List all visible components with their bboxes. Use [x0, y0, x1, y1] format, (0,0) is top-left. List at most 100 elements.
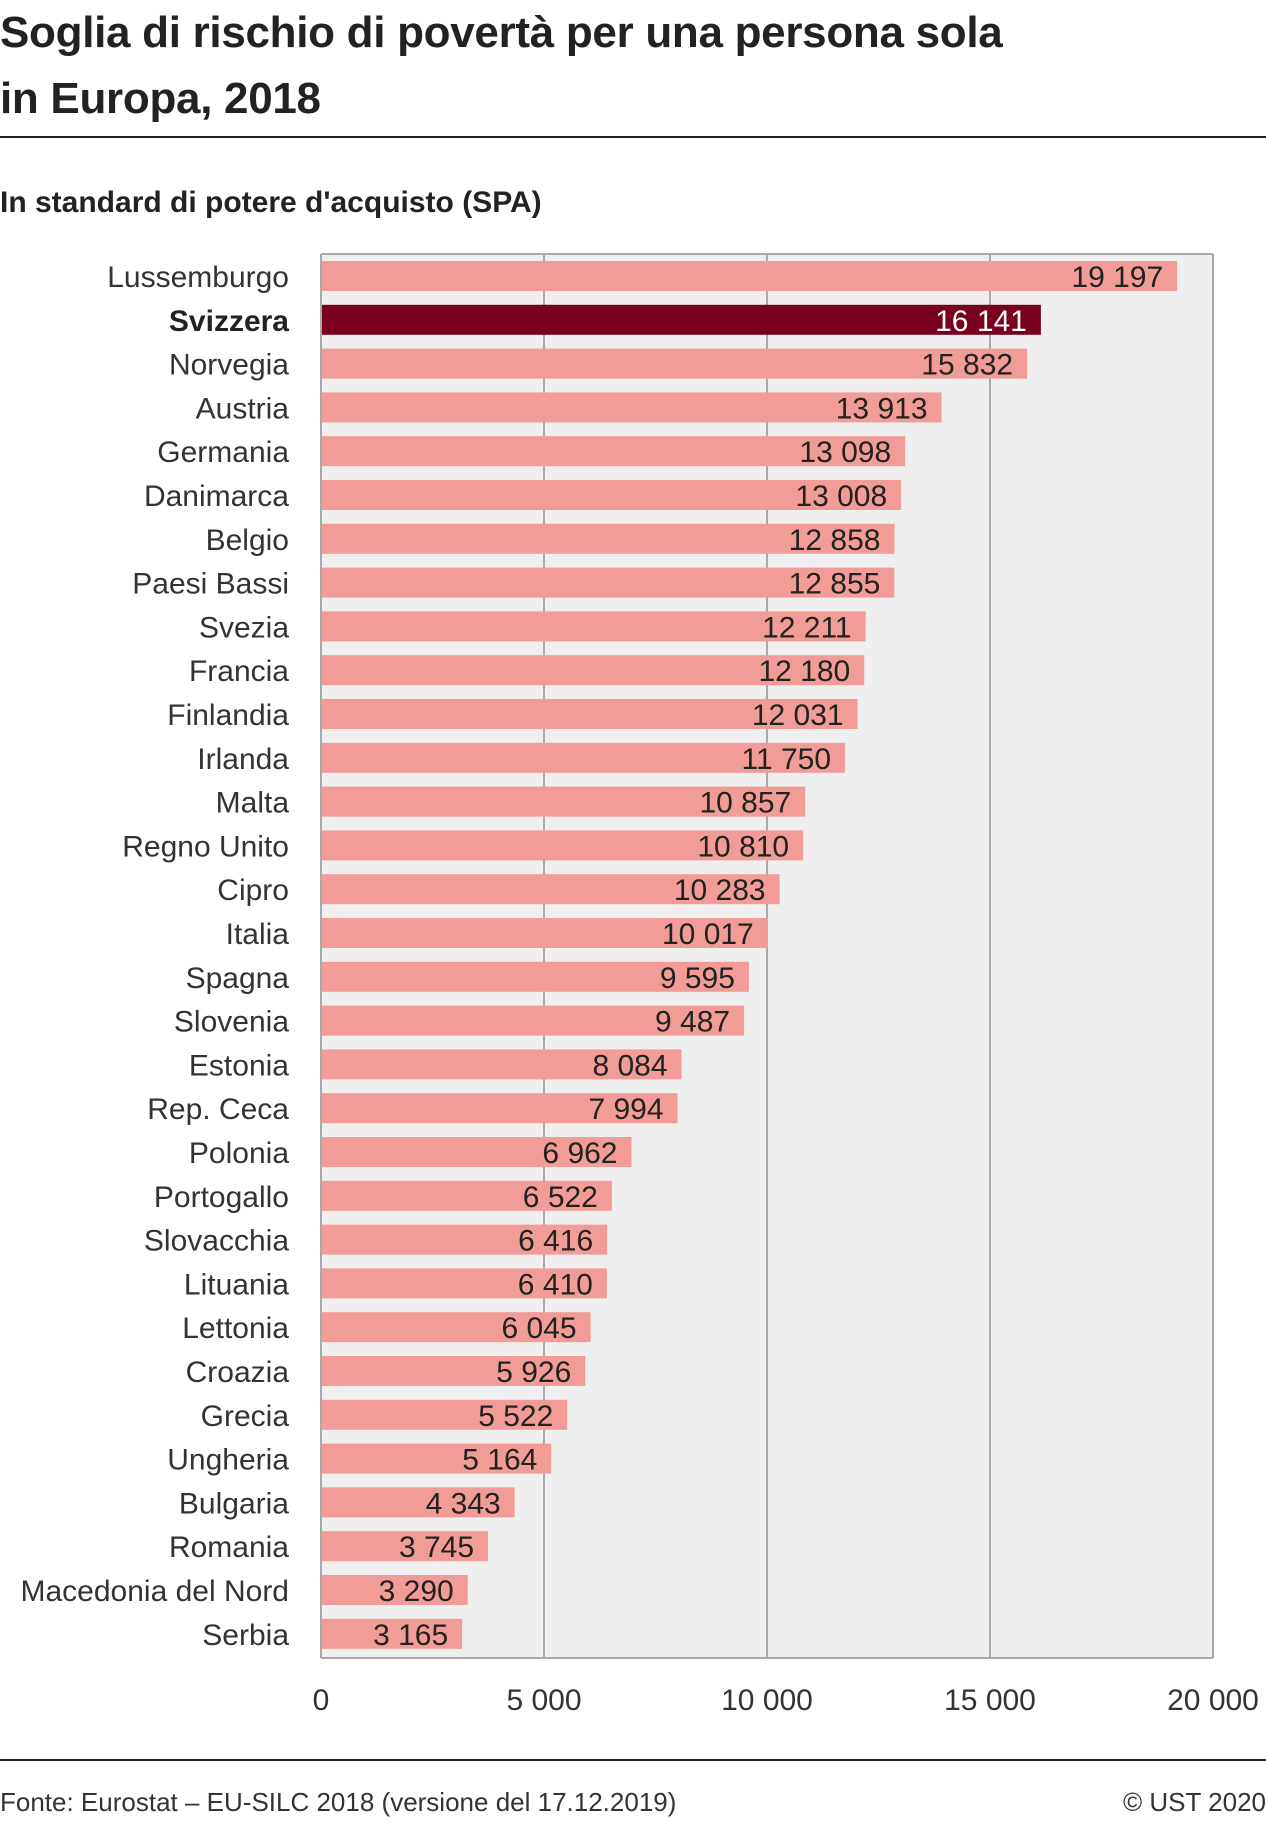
value-label: 12 211: [762, 611, 852, 644]
category-label: Lussemburgo: [107, 261, 289, 294]
value-label: 9 487: [655, 1006, 730, 1039]
bar: [322, 1531, 489, 1562]
value-label: 3 290: [379, 1575, 454, 1608]
value-label: 10 810: [697, 830, 789, 863]
bar: [322, 1093, 678, 1124]
bar: [322, 1268, 607, 1299]
value-label: 12 855: [789, 568, 881, 601]
bar: [322, 480, 902, 510]
category-label: Svezia: [199, 611, 289, 644]
bar: [322, 961, 749, 992]
bar: [322, 348, 1028, 379]
bar: [322, 1399, 568, 1430]
category-label: Norvegia: [169, 349, 289, 382]
category-label: Belgio: [206, 524, 289, 557]
bar: [322, 918, 768, 948]
category-label: Portogallo: [154, 1181, 289, 1214]
value-label: 11 750: [742, 743, 832, 776]
bar: [322, 830, 804, 861]
category-label: Macedonia del Nord: [21, 1575, 290, 1608]
bar: [322, 1575, 468, 1605]
bar: [322, 1224, 608, 1255]
category-label: Germania: [157, 436, 289, 469]
category-label: Italia: [226, 918, 290, 951]
value-label: 15 832: [921, 349, 1013, 382]
x-tick-label: 0: [313, 1684, 330, 1717]
category-label: Slovacchia: [144, 1225, 289, 1258]
category-label: Lettonia: [182, 1312, 289, 1345]
bar: [322, 1487, 515, 1518]
value-label: 7 994: [588, 1093, 663, 1126]
category-label: Estonia: [189, 1049, 289, 1082]
title-divider: [0, 136, 1266, 138]
chart-subtitle: In standard di potere d'acquisto (SPA): [0, 186, 542, 219]
value-label: 10 283: [674, 874, 766, 907]
bar: [322, 304, 1041, 335]
bar: [322, 1312, 591, 1343]
chart-title: Soglia di rischio di povertà per una per…: [0, 0, 1266, 132]
bar: [322, 392, 942, 423]
value-label: 8 084: [592, 1049, 667, 1082]
value-label: 16 141: [935, 305, 1027, 338]
x-tick-label: 15 000: [944, 1684, 1036, 1717]
bar: [322, 1005, 745, 1036]
chart-title-line-2: in Europa, 2018: [0, 74, 321, 123]
bar: [322, 1180, 612, 1211]
copyright-note: © UST 2020: [1123, 1787, 1266, 1817]
bar: [322, 786, 806, 817]
category-label: Finlandia: [167, 699, 289, 732]
value-label: 6 962: [542, 1137, 617, 1170]
value-label: 12 031: [752, 699, 844, 732]
x-tick-label: 10 000: [721, 1684, 813, 1717]
bar: [322, 611, 866, 642]
category-label: Slovenia: [174, 1006, 289, 1039]
bar: [322, 436, 906, 467]
bar: [322, 1049, 682, 1080]
category-label: Bulgaria: [179, 1487, 289, 1520]
source-note: Fonte: Eurostat – EU-SILC 2018 (versione…: [0, 1787, 677, 1817]
category-label: Romania: [169, 1531, 289, 1564]
category-label: Spagna: [186, 962, 290, 995]
bar: [322, 742, 846, 773]
category-label: Lituania: [184, 1268, 289, 1301]
value-label: 13 098: [799, 436, 891, 469]
value-label: 10 857: [699, 787, 791, 820]
category-label: Rep. Ceca: [147, 1093, 289, 1126]
category-label: Grecia: [201, 1400, 290, 1433]
value-label: 5 164: [462, 1444, 537, 1477]
x-tick-label: 5 000: [506, 1684, 581, 1717]
value-label: 3 745: [399, 1531, 474, 1564]
category-label: Irlanda: [197, 743, 289, 776]
category-label: Austria: [196, 392, 290, 425]
bar: [322, 1443, 552, 1474]
value-label: 6 416: [518, 1225, 593, 1258]
bar: [322, 567, 895, 598]
category-label: Cipro: [217, 874, 289, 907]
bar: [322, 699, 858, 729]
value-label: 4 343: [426, 1487, 501, 1520]
category-label: Svizzera: [169, 305, 289, 338]
value-label: 3 165: [373, 1619, 448, 1652]
category-label: Polonia: [189, 1137, 289, 1170]
value-label: 5 926: [496, 1356, 571, 1389]
category-label: Ungheria: [167, 1444, 289, 1477]
chart-title-line-1: Soglia di rischio di povertà per una per…: [0, 8, 1003, 57]
bar-chart: 0 5 000 10 000 15 000 20 000 19 197 Lussemburg…: [21, 253, 1259, 1717]
value-label: 10 017: [662, 918, 754, 951]
footer-divider: [0, 1759, 1266, 1761]
category-label: Paesi Bassi: [132, 568, 289, 601]
value-label: 6 045: [502, 1312, 577, 1345]
value-label: 9 595: [660, 962, 735, 995]
value-label: 6 522: [523, 1181, 598, 1214]
category-label: Croazia: [186, 1356, 290, 1389]
bar: [322, 261, 1178, 291]
category-label: Malta: [216, 787, 290, 820]
x-tick-label: 20 000: [1167, 1684, 1259, 1717]
bar: [322, 1356, 586, 1386]
value-label: 12 858: [789, 524, 881, 557]
value-label: 13 913: [836, 392, 928, 425]
bar: [322, 1137, 632, 1167]
value-label: 19 197: [1071, 261, 1163, 294]
bar: [322, 1618, 463, 1649]
value-label: 12 180: [758, 655, 850, 688]
